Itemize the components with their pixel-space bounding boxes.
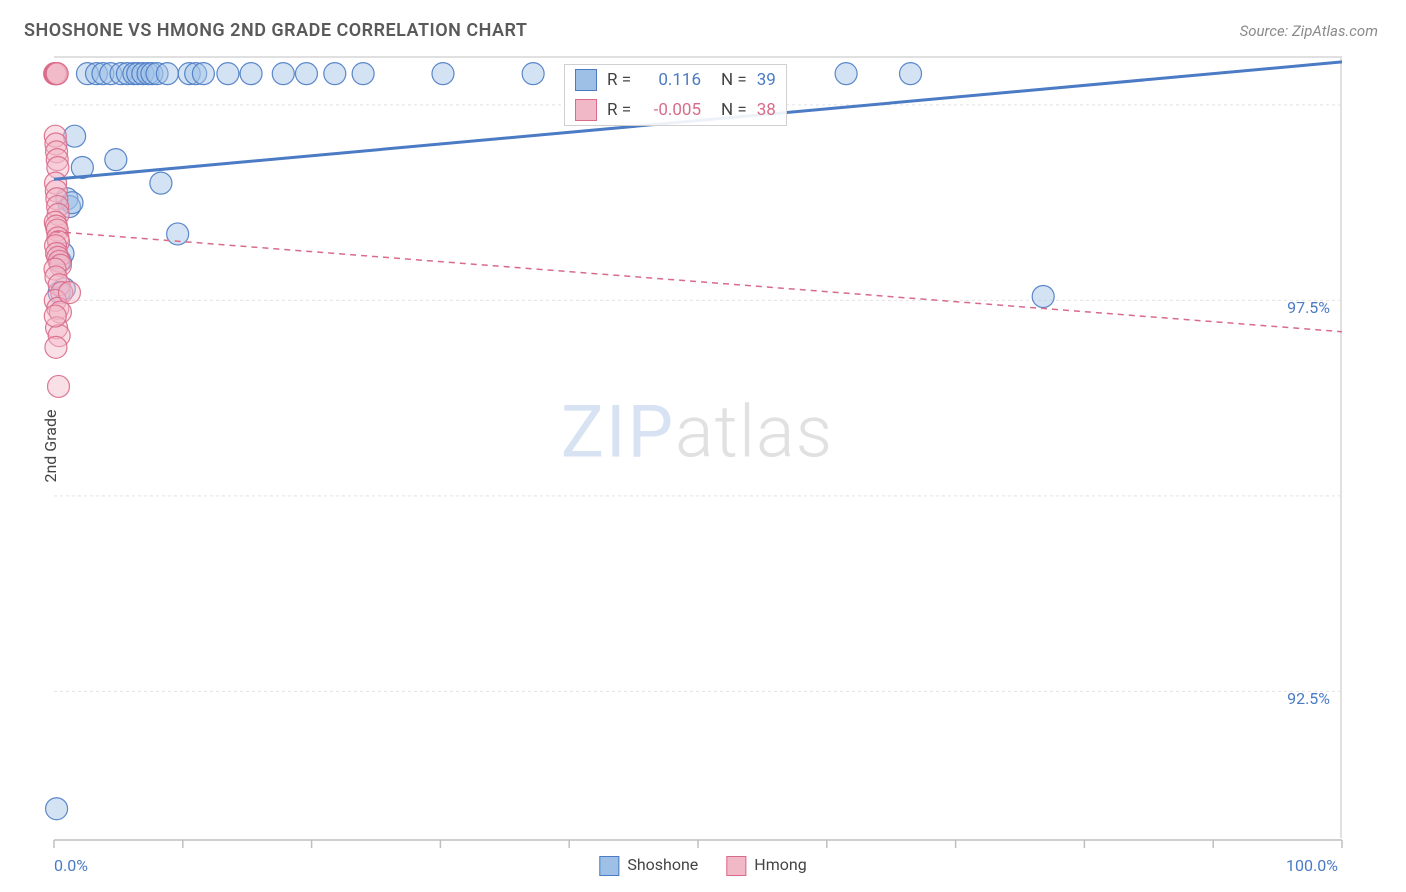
plot-area: ZIPatlas 92.5%97.5% <box>54 56 1342 838</box>
legend-swatch <box>599 856 619 876</box>
chart-svg <box>54 58 1340 838</box>
stats-legend-box: R = 0.116 N = 39 R = -0.005 N = 38 <box>564 64 787 126</box>
legend-item: Hmong <box>726 855 806 876</box>
stats-r-label: R = <box>607 100 631 120</box>
stats-n-value: 38 <box>757 100 776 120</box>
legend-label: Shoshone <box>627 855 698 874</box>
stats-swatch <box>575 69 597 91</box>
x-tick-label: 100.0% <box>1286 856 1338 875</box>
x-tick-label: 0.0% <box>54 856 88 875</box>
chart-title: SHOSHONE VS HMONG 2ND GRADE CORRELATION … <box>24 20 527 41</box>
stats-n-label: N = <box>721 100 747 120</box>
stats-n-label: N = <box>721 70 747 90</box>
legend-label: Hmong <box>754 855 806 874</box>
legend-swatch <box>726 856 746 876</box>
stats-n-value: 39 <box>757 70 776 90</box>
bottom-legend: Shoshone Hmong <box>599 855 806 876</box>
stats-row: R = -0.005 N = 38 <box>565 95 786 125</box>
stats-row: R = 0.116 N = 39 <box>565 65 786 95</box>
stats-r-label: R = <box>607 70 631 90</box>
y-tick-label: 92.5% <box>1287 689 1330 708</box>
source-attribution: Source: ZipAtlas.com <box>1240 22 1378 40</box>
stats-r-value: -0.005 <box>641 100 701 120</box>
stats-r-value: 0.116 <box>641 70 701 90</box>
stats-swatch <box>575 99 597 121</box>
legend-item: Shoshone <box>599 855 698 876</box>
y-tick-label: 97.5% <box>1287 298 1330 317</box>
